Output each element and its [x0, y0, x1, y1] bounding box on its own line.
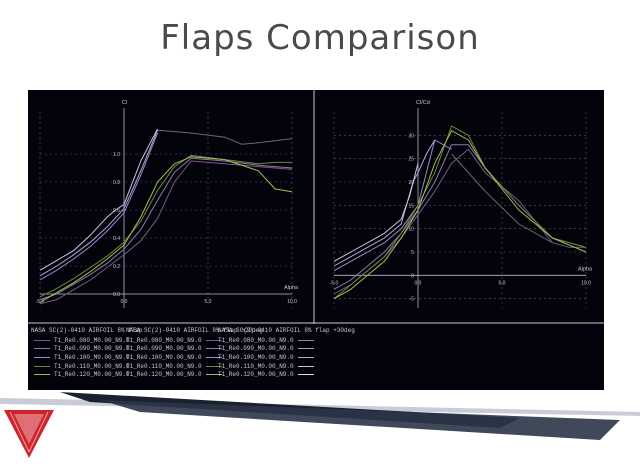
- y-tick-label: 0.4: [113, 236, 120, 242]
- legend-item: T1_Re0.090_M0.00_N9.0: [34, 345, 130, 354]
- series-line: [39, 128, 159, 271]
- decorative-swoosh-2: [100, 400, 620, 440]
- legend-column-1: T1_Re0.080_M0.00_N9.0 T1_Re0.090_M0.00_N…: [34, 336, 130, 379]
- y-tick-label: 1.0: [113, 152, 120, 158]
- legend-label: T1_Re0.100_M0.00_N9.0: [126, 353, 202, 361]
- x-tick-label: 5.0: [205, 299, 212, 305]
- legend-item: T1_Re0.100_M0.00_N9.0: [126, 353, 226, 362]
- legend-swatch: [34, 365, 50, 367]
- legend-swatch: [297, 374, 314, 376]
- legend-label: T1_Re0.090_M0.00_N9.0: [54, 345, 130, 353]
- legend-label: T1_Re0.120_M0.00_N9.0: [54, 371, 130, 379]
- legend-label: T1_Re0.110_M0.00_N9.0: [126, 362, 202, 370]
- legend-swatch: [34, 356, 50, 358]
- y-tick-label: 0.8: [113, 180, 120, 186]
- series-line: [157, 129, 293, 145]
- legend-item: T1_Re0.080_M0.00_N9.0: [34, 336, 130, 345]
- legend-swatch: [205, 348, 222, 350]
- legend-item: T1_Re0.100_M0.00_N9.0: [218, 353, 318, 362]
- legend-label: T1_Re0.110_M0.00_N9.0: [54, 362, 130, 370]
- x-tick-label: 10.0: [581, 280, 591, 286]
- y-tick-label: 0: [411, 273, 414, 279]
- chart-panel: 0.00.20.40.60.81.0-5.00.05.010.0ClAlpha …: [28, 90, 604, 390]
- x-tick-label: 10.0: [287, 299, 297, 305]
- legend-label: T1_Re0.090_M0.00_N9.0: [126, 345, 202, 353]
- legend-swatch: [297, 356, 314, 358]
- legend-item: T1_Re0.110_M0.00_N9.0: [34, 362, 130, 371]
- legend-item: T1_Re0.120_M0.00_N9.0: [126, 370, 226, 379]
- legend-swatch: [205, 356, 222, 358]
- legend-item: T1_Re0.110_M0.00_N9.0: [218, 362, 318, 371]
- legend-swatch: [297, 339, 314, 341]
- y-tick-label: 10: [408, 227, 414, 233]
- legend-header-1: NASA SC(2)-0410 AIRFOIL 8% flap: [31, 327, 143, 334]
- slide-title: Flaps Comparison: [160, 18, 480, 58]
- y-tick-label: 0.0: [113, 292, 120, 298]
- x-axis-label: Alpha: [578, 266, 593, 272]
- legend-label: T1_Re0.090_M0.00_N9.0: [218, 345, 294, 353]
- x-axis-label: Alpha: [284, 285, 299, 291]
- charts-svg: 0.00.20.40.60.81.0-5.00.05.010.0ClAlpha …: [28, 90, 604, 324]
- series-line: [39, 156, 293, 303]
- legend-label: T1_Re0.110_M0.00_N9.0: [218, 362, 294, 370]
- series-line: [39, 157, 293, 301]
- y-axis-label: Cl/Cd: [416, 100, 430, 106]
- y-tick-label: 20: [408, 180, 414, 186]
- legend-item: T1_Re0.090_M0.00_N9.0: [218, 345, 318, 354]
- x-tick-label: -5.0: [330, 280, 339, 286]
- series-line: [39, 154, 292, 298]
- series-line: [333, 139, 452, 272]
- legend-item: T1_Re0.120_M0.00_N9.0: [34, 370, 130, 379]
- legend-label: T1_Re0.100_M0.00_N9.0: [54, 353, 130, 361]
- legend-column-3: T1_Re0.080_M0.00_N9.0 T1_Re0.090_M0.00_N…: [218, 336, 318, 379]
- legend-swatch: [297, 348, 314, 350]
- legend-swatch: [34, 339, 50, 341]
- legend-item: T1_Re0.090_M0.00_N9.0: [126, 345, 226, 354]
- legend-label: T1_Re0.080_M0.00_N9.0: [218, 336, 294, 344]
- legend-column-2: T1_Re0.080_M0.00_N9.0 T1_Re0.090_M0.00_N…: [126, 336, 226, 379]
- legend-item: T1_Re0.110_M0.00_N9.0: [126, 362, 226, 371]
- legend-label: T1_Re0.080_M0.00_N9.0: [54, 336, 130, 344]
- y-tick-label: 30: [408, 133, 414, 139]
- legend-label: T1_Re0.100_M0.00_N9.0: [218, 353, 294, 361]
- legend-item: T1_Re0.120_M0.00_N9.0: [218, 370, 318, 379]
- legend: NASA SC(2)-0410 AIRFOIL 8% flap NASA SC(…: [28, 324, 604, 390]
- y-tick-label: 25: [408, 157, 414, 163]
- y-tick-label: 15: [408, 203, 414, 209]
- series-line: [333, 125, 587, 300]
- x-tick-label: 5.0: [499, 280, 506, 286]
- series-line: [333, 163, 419, 262]
- series-line: [39, 132, 159, 281]
- legend-swatch: [34, 374, 50, 376]
- y-axis-label: Cl: [122, 100, 127, 106]
- legend-label: T1_Re0.080_M0.00_N9.0: [126, 336, 202, 344]
- legend-item: T1_Re0.080_M0.00_N9.0: [126, 336, 226, 345]
- series-line: [333, 139, 436, 267]
- y-tick-label: 0.6: [113, 208, 120, 214]
- legend-swatch: [34, 348, 50, 350]
- series-line: [39, 160, 293, 305]
- y-tick-label: 0.2: [113, 264, 120, 270]
- y-tick-label: -5: [410, 297, 415, 303]
- legend-swatch: [297, 365, 314, 367]
- legend-label: T1_Re0.120_M0.00_N9.0: [126, 371, 202, 379]
- legend-swatch: [205, 374, 222, 376]
- series-line: [39, 130, 159, 277]
- logo-icon: [4, 410, 54, 458]
- legend-label: T1_Re0.120_M0.00_N9.0: [218, 371, 294, 379]
- legend-item: T1_Re0.080_M0.00_N9.0: [218, 336, 318, 345]
- legend-swatch: [205, 365, 222, 367]
- y-tick-label: 5: [411, 250, 414, 256]
- series-line: [333, 130, 587, 300]
- legend-item: T1_Re0.100_M0.00_N9.0: [34, 353, 130, 362]
- legend-header-2: NASA SC(2)-0410 AIRFOIL 8% flap +20deg: [126, 327, 263, 334]
- legend-header-3: NASA SC(2)-0410 AIRFOIL 8% flap +30deg: [218, 327, 355, 334]
- series-line: [451, 153, 553, 244]
- legend-swatch: [205, 339, 222, 341]
